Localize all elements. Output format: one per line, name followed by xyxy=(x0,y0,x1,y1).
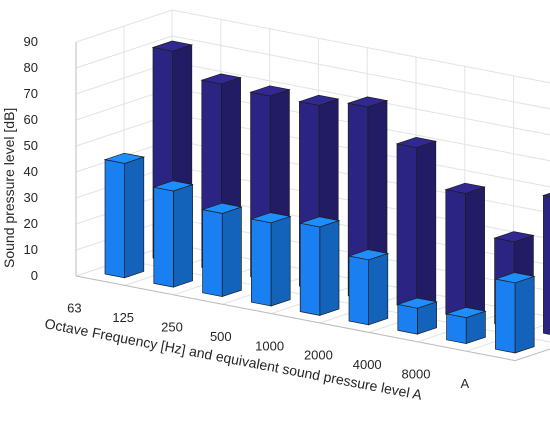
bar-side xyxy=(368,252,389,326)
x-tick-label: 125 xyxy=(112,310,134,325)
grid-line xyxy=(171,217,550,292)
x-tick-label: 4000 xyxy=(353,357,382,372)
bar-S1-500 xyxy=(250,212,292,307)
y-tick-label: 0 xyxy=(31,268,38,283)
bar-top xyxy=(249,85,291,97)
x-tick-label: 250 xyxy=(161,320,183,335)
y-tick-label: 30 xyxy=(24,190,38,205)
grid-line xyxy=(171,61,550,136)
bar-top xyxy=(445,307,487,318)
bar-front xyxy=(495,278,516,354)
bar-top xyxy=(151,40,194,52)
bar-S2-4000 xyxy=(444,182,486,319)
bar-S1-1000 xyxy=(298,216,341,316)
bar-S2-2000 xyxy=(395,137,438,310)
bar-S1-A xyxy=(494,272,536,354)
bar-side xyxy=(514,275,535,354)
bar-S2-A xyxy=(542,192,550,335)
bar-side xyxy=(270,215,291,307)
y-tick-label: 10 xyxy=(24,242,38,257)
bar-front xyxy=(396,143,417,310)
bar-side xyxy=(173,184,193,288)
bar-front xyxy=(153,186,174,288)
x-tick-label: 8000 xyxy=(402,367,431,382)
grid-line xyxy=(171,191,550,266)
bar-front xyxy=(445,189,466,319)
bar-top xyxy=(396,297,438,309)
grid-line xyxy=(123,259,550,343)
grid-line xyxy=(171,9,550,84)
grid-line xyxy=(171,35,550,110)
bar-side xyxy=(319,220,340,316)
x-tick-label: 2000 xyxy=(304,348,333,363)
bar-top xyxy=(152,180,194,192)
y-tick-label: 50 xyxy=(24,138,38,153)
bar-top xyxy=(200,73,242,85)
bar-front xyxy=(202,209,223,298)
grid-line xyxy=(171,165,550,240)
bar-top xyxy=(201,202,243,214)
y-tick-label: 90 xyxy=(24,34,38,49)
bar-S1-250 xyxy=(201,202,243,298)
bar-top xyxy=(493,231,535,243)
bar-top xyxy=(395,137,438,148)
bar-front xyxy=(348,255,369,326)
y-tick-label: 60 xyxy=(24,112,38,127)
bar-S1-63 xyxy=(103,152,146,279)
bar-top xyxy=(103,152,146,164)
ticks: 0 10 20 30 40 50 60 70 80 90 63 125 250 500 1000 2000 40… xyxy=(24,34,470,391)
bar-top xyxy=(347,249,390,261)
bar-front xyxy=(299,222,321,316)
bar-side xyxy=(416,140,437,310)
x-tick-label: 500 xyxy=(210,329,232,344)
bar-front xyxy=(543,194,550,335)
grid-line xyxy=(171,139,550,214)
bar-front xyxy=(251,218,272,307)
bar-top xyxy=(346,96,389,108)
bar-top xyxy=(298,216,341,228)
y-axis-label: Sound pressure level [dB] xyxy=(1,108,17,268)
x-tick-label: 63 xyxy=(67,301,81,316)
grid-line xyxy=(171,113,550,188)
bar-side xyxy=(124,156,145,279)
bar-top xyxy=(542,192,550,198)
bar-top xyxy=(298,94,340,106)
y-tick-label: 70 xyxy=(24,86,38,101)
y-tick-label: 20 xyxy=(24,216,38,231)
bar-S1-4000 xyxy=(396,297,438,335)
bar-S1-2000 xyxy=(347,249,390,326)
bar-front xyxy=(397,303,418,335)
bar-S1-125 xyxy=(152,180,194,288)
bar-side xyxy=(221,206,242,298)
y-tick-label: 40 xyxy=(24,164,38,179)
bar-front xyxy=(446,313,467,345)
bars xyxy=(103,40,550,354)
bar-front xyxy=(104,159,125,279)
x-tick-label: A xyxy=(460,376,469,391)
y-tick-label: 80 xyxy=(24,60,38,75)
grid-line xyxy=(171,87,550,162)
bar-side xyxy=(465,186,485,319)
bar-S1-8000 xyxy=(445,307,487,345)
bar-top xyxy=(494,272,536,284)
bar-S2-1000 xyxy=(346,96,389,300)
bar-top xyxy=(444,182,486,194)
bar-top xyxy=(250,212,292,224)
axis-frame xyxy=(75,275,550,362)
x-tick-label: 1000 xyxy=(255,338,284,353)
grid-line xyxy=(171,243,550,318)
